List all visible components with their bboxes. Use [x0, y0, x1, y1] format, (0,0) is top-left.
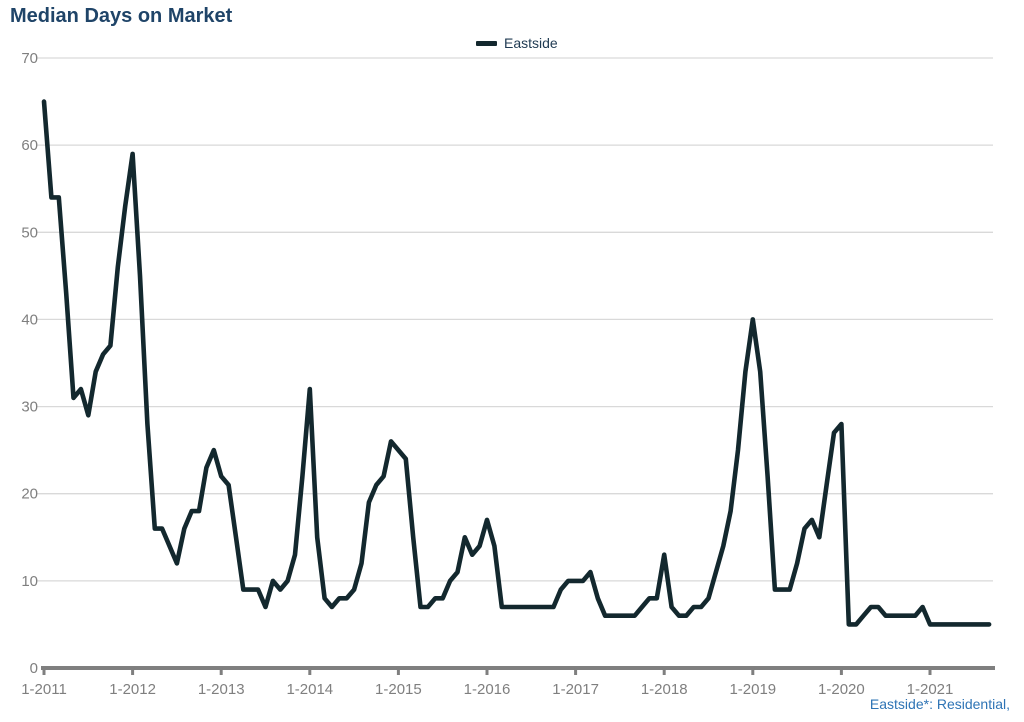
- chart-title: Median Days on Market: [10, 5, 233, 27]
- x-axis-tick-label: 1-2020: [818, 681, 865, 698]
- y-axis-tick-label: 40: [21, 311, 38, 328]
- y-axis-tick-label: 60: [21, 137, 38, 154]
- x-axis-tick-label: 1-2012: [109, 681, 156, 698]
- legend-label: Eastside: [504, 35, 558, 51]
- legend-line-swatch: [476, 40, 497, 46]
- x-axis-tick-label: 1-2016: [464, 681, 511, 698]
- y-axis-tick-label: 30: [21, 399, 38, 416]
- x-axis-tick-label: 1-2011: [21, 681, 67, 698]
- x-axis-tick-label: 1-2013: [198, 681, 245, 698]
- x-axis-tick-label: 1-2018: [641, 681, 688, 698]
- x-axis-tick-label: 1-2014: [286, 681, 333, 698]
- y-axis-tick-label: 50: [21, 224, 38, 241]
- footnote: Eastside*: Residential,: [869, 696, 1010, 712]
- legend: Eastside: [476, 35, 558, 51]
- y-axis-tick-label: 0: [30, 660, 38, 677]
- series-line-eastside: [41, 99, 992, 627]
- y-axis-tick-label: 10: [21, 573, 38, 590]
- x-axis-tick-label: 1-2021: [907, 681, 954, 698]
- y-axis-tick-label: 70: [21, 50, 38, 67]
- y-axis-tick-label: 20: [21, 486, 38, 503]
- x-axis-tick-label: 1-2019: [729, 681, 776, 698]
- x-axis-tick-label: 1-2017: [552, 681, 599, 698]
- x-axis-tick-label: 1-2015: [375, 681, 422, 698]
